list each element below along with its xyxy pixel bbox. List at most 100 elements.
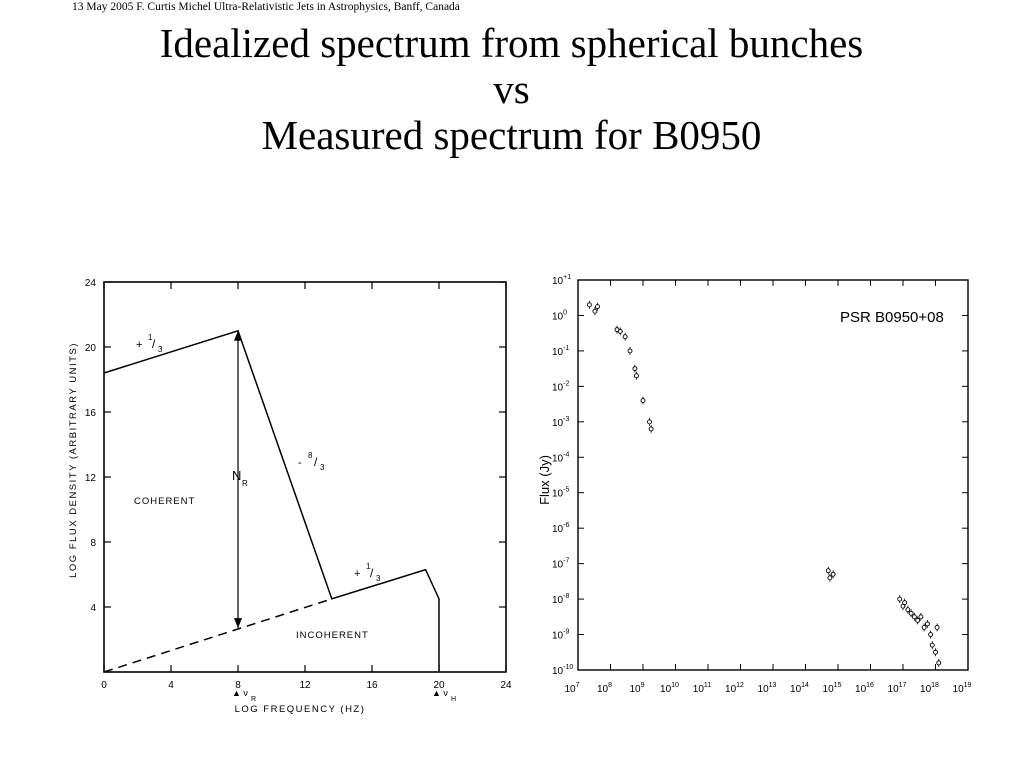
right-x-tick-label: 1012 (725, 682, 744, 695)
title-line-2: vs (493, 66, 530, 112)
svg-text:/: / (314, 455, 318, 469)
right-x-tick-labels: 107 108 109 1010 1011 1012 1013 1014 1015 1016 101… (564, 682, 971, 695)
data-point (929, 642, 935, 648)
left-x-tick-label: 0 (101, 680, 107, 691)
slide-header: 13 May 2005 F. Curtis Michel Ultra-Relat… (72, 1, 460, 13)
svg-text:/: / (152, 337, 156, 351)
right-x-tick-label: 107 (564, 682, 579, 695)
slide-title: Idealized spectrum from spherical bunche… (0, 20, 1023, 158)
svg-text:3: 3 (320, 463, 325, 472)
data-point (825, 568, 831, 574)
right-x-tick-label: 1017 (888, 682, 907, 695)
coherent-label: COHERENT (134, 496, 195, 507)
nr-label: N R (232, 468, 248, 488)
right-y-tick-label: 10-7 (552, 558, 569, 571)
title-line-1: Idealized spectrum from spherical bunche… (159, 20, 864, 66)
data-point (647, 419, 652, 425)
svg-text:1: 1 (366, 562, 371, 571)
right-x-tick-label: 1015 (823, 682, 842, 695)
right-tick-marks (577, 279, 969, 671)
nu-h-label: ▲ ν H (432, 688, 456, 703)
left-plot-border (103, 281, 507, 673)
left-y-axis-label: LOG FLUX DENSITY (ARBITRARY UNITS) (68, 342, 79, 578)
data-point (827, 575, 833, 581)
data-point (640, 398, 646, 403)
right-y-tick-label: 10+1 (552, 274, 571, 287)
right-y-tick-label: 10-10 (552, 664, 573, 677)
left-x-tick-label: 16 (366, 680, 378, 691)
svg-text:/: / (370, 566, 374, 580)
svg-text:▲ ν: ▲ ν (432, 688, 448, 698)
data-point (627, 348, 633, 354)
right-x-tick-label: 1010 (660, 682, 679, 695)
right-y-tick-label: 10-1 (552, 345, 569, 358)
left-x-tick-label: 8 (235, 680, 241, 691)
right-x-tick-label: 1014 (790, 682, 809, 695)
right-y-tick-label: 100 (552, 309, 567, 322)
data-point (634, 373, 639, 379)
svg-text:+: + (136, 339, 142, 351)
incoherent-label: INCOHERENT (296, 630, 369, 641)
slope-high-label: + 1 / 3 (354, 562, 381, 583)
svg-text:3: 3 (376, 574, 381, 583)
data-point (928, 632, 934, 637)
left-x-axis-label: LOG FREQUENCY (HZ) (235, 704, 366, 715)
right-chart-title: PSR B0950+08 (840, 309, 944, 326)
data-point (911, 614, 917, 620)
right-x-tick-label: 1016 (855, 682, 874, 695)
data-point (586, 302, 592, 308)
data-point (933, 649, 938, 655)
data-point (897, 596, 903, 602)
measured-spectrum-chart: 107 108 109 1010 1011 1012 1013 1014 1015 1016 101… (537, 274, 972, 695)
right-y-tick-label: 10-4 (552, 451, 569, 464)
right-y-tick-label: 10-6 (552, 522, 569, 535)
data-point (595, 304, 600, 310)
title-line-3: Measured spectrum for B0950 (261, 112, 762, 158)
left-y-tick-label: 4 (90, 603, 96, 614)
coherent-spectrum-line (103, 329, 440, 672)
data-point (936, 660, 942, 666)
svg-text:N: N (232, 468, 241, 483)
right-x-tick-label: 1013 (758, 682, 777, 695)
right-y-tick-label: 10-8 (552, 593, 569, 606)
right-x-tick-label: 108 (597, 682, 612, 695)
svg-text:3: 3 (158, 345, 163, 354)
nr-arrow (234, 330, 242, 629)
data-point (617, 328, 623, 334)
left-y-tick-label: 16 (85, 408, 97, 419)
idealized-spectrum-chart: 0 4 8 12 16 20 24 4 8 12 16 20 24 LOG FLUX DENSITY … (68, 278, 512, 715)
right-x-tick-label: 109 (629, 682, 644, 695)
data-point (921, 625, 927, 630)
data-point (592, 308, 598, 314)
svg-text:-: - (298, 457, 302, 469)
nr-arrow-head-bottom (234, 618, 242, 629)
left-x-tick-label: 20 (433, 680, 445, 691)
slope-steep-label: - 8 / 3 (298, 451, 325, 472)
nr-arrow-head-top (234, 330, 242, 341)
left-x-tick-label: 12 (299, 680, 311, 691)
left-tick-marks (103, 281, 507, 672)
data-point (924, 621, 930, 627)
right-y-tick-label: 10-5 (552, 487, 569, 500)
left-y-tick-labels: 4 8 12 16 20 24 (85, 278, 97, 614)
slope-low-label: + 1 / 3 (136, 333, 163, 354)
right-x-tick-label: 1011 (693, 682, 711, 695)
data-point (902, 600, 908, 606)
data-point (622, 334, 628, 340)
svg-text:▲ ν: ▲ ν (232, 688, 248, 698)
left-x-tick-label: 24 (500, 680, 512, 691)
left-series-group (103, 329, 440, 673)
right-y-tick-label: 10-3 (552, 416, 569, 429)
left-y-tick-label: 24 (85, 278, 97, 289)
right-y-tick-labels: 10+1 100 10-1 10-2 10-3 10-4 10-5 10-6 10-7 10-8 1… (552, 274, 573, 677)
svg-text:1: 1 (148, 333, 153, 342)
data-point (918, 614, 924, 620)
left-y-tick-label: 20 (85, 343, 97, 354)
left-y-tick-label: 12 (85, 473, 97, 484)
data-point (915, 617, 921, 623)
svg-text:8: 8 (308, 451, 313, 460)
data-point (934, 625, 940, 630)
svg-text:R: R (251, 696, 256, 703)
right-data-points (586, 300, 942, 667)
svg-text:+: + (354, 568, 360, 580)
